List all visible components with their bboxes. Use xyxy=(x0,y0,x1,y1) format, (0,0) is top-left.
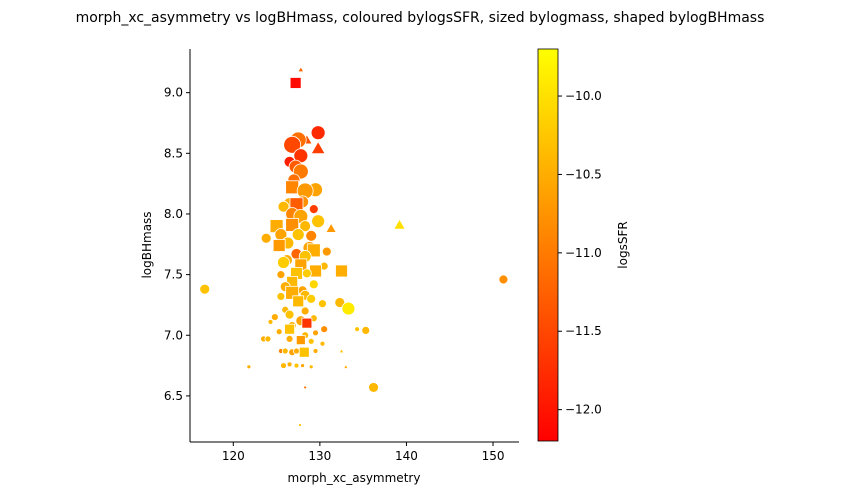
data-point xyxy=(342,363,349,369)
y-axis-label: logBHmass xyxy=(140,211,154,278)
colorbar-ticks: −12.0 −11.5 −11.0 −10.5 −10.0 xyxy=(558,89,602,417)
data-point xyxy=(292,295,305,308)
data-point xyxy=(285,180,300,195)
data-point xyxy=(300,306,310,316)
colorbar-tick-label: −10.0 xyxy=(565,89,602,103)
data-point xyxy=(270,313,279,321)
data-point xyxy=(267,319,274,325)
x-axis-ticks: 120 130 140 150 xyxy=(222,442,505,463)
colorbar-tick-label: −12.0 xyxy=(565,403,602,417)
data-point xyxy=(393,218,406,230)
data-point xyxy=(320,325,329,334)
colorbar-tick-label: −11.0 xyxy=(565,246,602,260)
x-tick-label: 140 xyxy=(395,449,418,463)
colorbar-tick-label: −10.5 xyxy=(565,167,602,181)
data-point xyxy=(276,292,286,301)
data-point xyxy=(335,264,348,278)
data-point xyxy=(280,362,287,369)
data-point xyxy=(341,301,356,316)
data-point xyxy=(295,335,306,346)
data-point xyxy=(284,323,295,335)
y-tick-label: 8.5 xyxy=(164,146,183,160)
data-point xyxy=(301,317,313,329)
colorbar-tick-label: −11.5 xyxy=(565,324,602,338)
plot-area: 120 130 140 150 6.5 7.0 7.5 8.0 8.5 9.0 xyxy=(164,49,519,463)
data-point xyxy=(318,299,327,309)
data-point xyxy=(498,274,509,285)
x-tick-label: 120 xyxy=(222,449,245,463)
data-point xyxy=(338,347,345,354)
colorbar-label: logsSFR xyxy=(616,221,630,268)
y-tick-label: 8.0 xyxy=(164,207,183,221)
data-point xyxy=(289,77,302,89)
data-point xyxy=(305,229,318,242)
data-point xyxy=(285,334,294,343)
colorbar-gradient xyxy=(537,48,559,442)
data-point xyxy=(308,364,314,370)
data-point xyxy=(361,326,371,335)
data-point xyxy=(281,347,289,355)
data-point xyxy=(293,362,300,369)
y-tick-label: 9.0 xyxy=(164,86,183,100)
data-point xyxy=(354,326,360,333)
data-point xyxy=(286,361,293,368)
data-point xyxy=(272,239,286,252)
data-point xyxy=(300,363,305,368)
data-point xyxy=(276,270,286,280)
data-point xyxy=(310,125,326,141)
scatter-points xyxy=(199,65,509,427)
data-point xyxy=(312,329,319,337)
data-point xyxy=(298,346,310,358)
x-axis-label: morph_xc_asymmetry xyxy=(288,471,421,485)
data-point xyxy=(291,228,305,241)
data-point xyxy=(319,340,326,347)
data-point xyxy=(301,268,312,279)
data-point xyxy=(246,364,252,370)
data-point xyxy=(334,297,346,308)
data-point xyxy=(310,140,326,155)
data-point xyxy=(275,328,283,336)
data-point xyxy=(325,222,337,233)
data-point xyxy=(293,347,300,355)
data-point xyxy=(312,348,319,354)
y-tick-label: 7.0 xyxy=(164,328,183,342)
colorbar: −12.0 −11.5 −11.0 −10.5 −10.0 logsSFR xyxy=(537,48,630,442)
data-point xyxy=(306,293,317,304)
data-point xyxy=(284,309,295,320)
data-point xyxy=(321,246,332,257)
data-point xyxy=(308,279,319,290)
y-axis-ticks: 6.5 7.0 7.5 8.0 8.5 9.0 xyxy=(164,86,190,403)
y-tick-label: 7.5 xyxy=(164,268,183,282)
data-point xyxy=(285,217,300,232)
x-tick-label: 150 xyxy=(482,449,505,463)
y-tick-label: 6.5 xyxy=(164,389,183,403)
data-point xyxy=(264,335,272,343)
data-point xyxy=(298,423,302,427)
data-point xyxy=(283,135,302,154)
data-point xyxy=(307,337,315,345)
data-point xyxy=(297,65,305,73)
data-point xyxy=(277,200,290,213)
data-point xyxy=(299,220,312,232)
data-point xyxy=(303,385,308,390)
data-point xyxy=(199,283,211,295)
data-point xyxy=(260,232,272,244)
data-point xyxy=(277,256,290,269)
data-point xyxy=(308,204,319,215)
data-point xyxy=(311,214,326,229)
chart-title: morph_xc_asymmetry vs logBHmass, coloure… xyxy=(76,10,765,26)
x-tick-label: 130 xyxy=(308,449,331,463)
data-point xyxy=(368,382,379,393)
